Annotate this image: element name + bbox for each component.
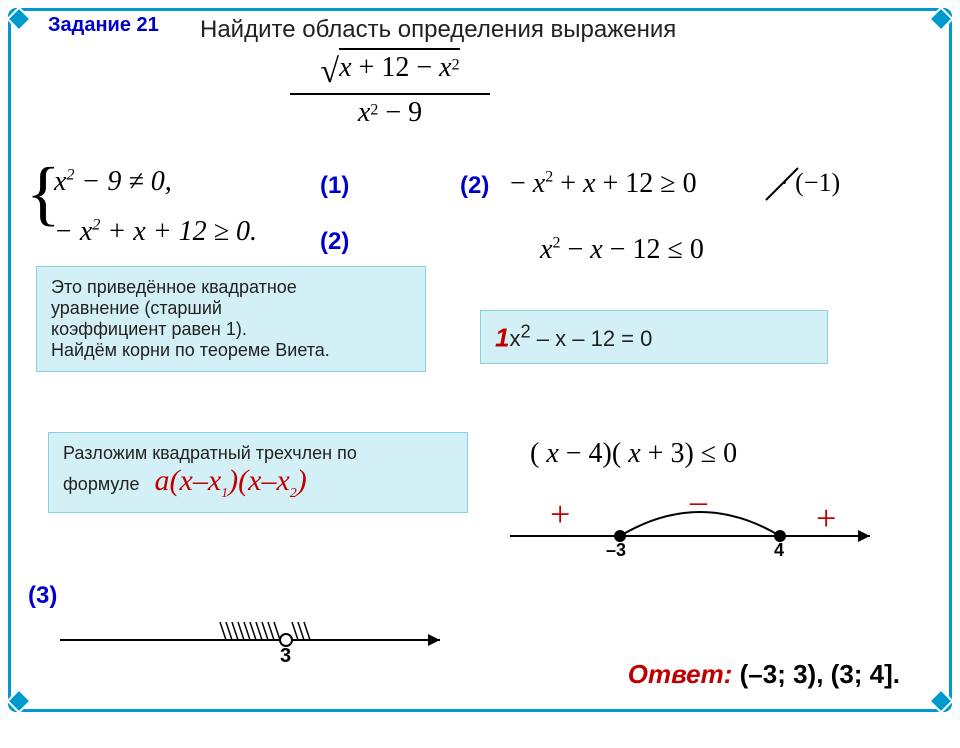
corner-decor: [6, 6, 31, 31]
corner-decor: [928, 688, 953, 713]
callout-line: Разложим квадратный трехчлен по: [63, 443, 357, 463]
inequality-1: − x2 + x + 12 ≥ 0: [510, 168, 697, 200]
svg-text:+: +: [550, 494, 570, 534]
svg-text:–3: –3: [606, 540, 626, 560]
svg-text:4: 4: [774, 540, 784, 560]
condition-2: − x2 + x + 12 ≥ 0.: [54, 216, 257, 248]
brace-icon: {: [26, 152, 61, 235]
step-1-label: (1): [320, 172, 349, 200]
svg-text:+: +: [816, 498, 836, 538]
multiply-by: · (−1): [780, 168, 840, 198]
callout-roots: 1x2 – x – 12 = 0 { x1+x2= 1 x1·x2=–12 ⎡ …: [480, 310, 828, 364]
excluded-number-line: 3: [60, 610, 460, 670]
svg-text:3: 3: [280, 645, 291, 667]
svg-text:–: –: [689, 483, 708, 520]
callout-line: коэффициент равен 1).: [51, 319, 411, 340]
factor-formula: a(x–x1)(x–x2): [155, 464, 307, 497]
main-expression: √x + 12 − x2 x2 − 9: [260, 48, 520, 129]
corner-decor: [6, 688, 31, 713]
answer-value: (–3; 3), (3; 4].: [732, 659, 900, 689]
page-title: Найдите область определения выражения: [200, 16, 676, 44]
answer-label: Ответ:: [628, 659, 733, 689]
callout-line: уравнение (старший: [51, 298, 411, 319]
inequality-2: x2 − x − 12 ≤ 0: [540, 234, 704, 266]
condition-1: x2 − 9 ≠ 0,: [54, 166, 257, 198]
factored-form: ( x − 4)( x + 3) ≤ 0: [530, 438, 737, 470]
callout-factor: Разложим квадратный трехчлен по формуле …: [48, 432, 468, 513]
callout-line: Найдём корни по теореме Виета.: [51, 340, 411, 361]
callout-line: формуле: [63, 474, 140, 494]
leading-coef: 1: [495, 322, 509, 352]
callout-vieta: Это приведённое квадратное уравнение (ст…: [36, 266, 426, 372]
callout-line: Это приведённое квадратное: [51, 277, 411, 298]
step-3-label: (3): [28, 582, 57, 610]
condition-system: { x2 − 9 ≠ 0, − x2 + x + 12 ≥ 0.: [42, 160, 257, 266]
corner-decor: [928, 6, 953, 31]
sign-number-line: + – + –3 4: [510, 480, 890, 560]
answer: Ответ: (–3; 3), (3; 4].: [628, 659, 900, 690]
task-label: Задание 21: [48, 14, 159, 37]
step-2b-label: (2): [460, 172, 489, 200]
step-2-label: (2): [320, 228, 349, 256]
